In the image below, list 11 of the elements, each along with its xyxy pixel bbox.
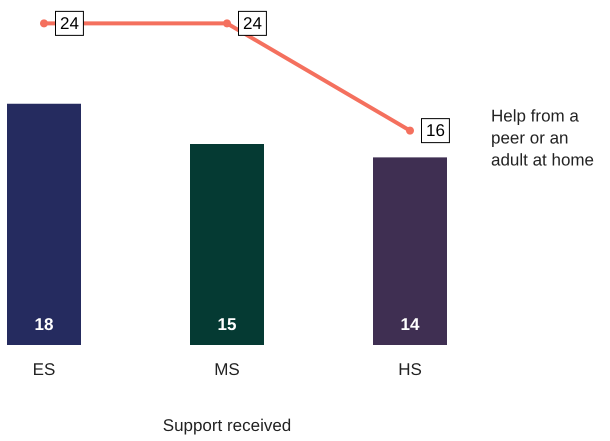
data-label: 24 xyxy=(243,14,262,33)
data-label: 15 xyxy=(218,315,236,334)
text: Help from a peer or an adult at home xyxy=(491,106,594,170)
x-tick-label: HS xyxy=(398,360,422,379)
data-label: 16 xyxy=(426,121,445,140)
data-label: 18 xyxy=(34,315,54,334)
data-label: 24 xyxy=(60,14,79,33)
x-tick-label: MS xyxy=(214,360,240,379)
data-label: 14 xyxy=(400,315,420,334)
x-axis-title: Support received xyxy=(162,416,292,435)
x-tick-label: ES xyxy=(32,360,56,379)
